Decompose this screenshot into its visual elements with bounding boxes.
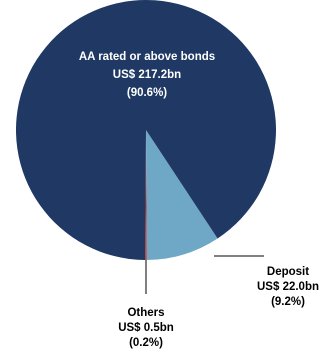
pie-slice-others bbox=[145, 130, 147, 261]
slice-label-others-name: Others bbox=[127, 307, 164, 319]
slice-label-deposit-value: US$ 22.0bn bbox=[257, 281, 319, 293]
slice-label-deposit-name: Deposit bbox=[267, 266, 309, 278]
pie-slice-deposit bbox=[146, 130, 218, 260]
pie-slice-aa bbox=[15, 0, 276, 261]
slice-label-deposit-pct: (9.2%) bbox=[271, 296, 305, 308]
slice-label-aa-value: US$ 217.2bn bbox=[113, 69, 181, 81]
slice-label-others-pct: (0.2%) bbox=[129, 337, 163, 349]
slice-label-others-value: US$ 0.5bn bbox=[118, 322, 174, 334]
slice-label-aa-name: AA rated or above bonds bbox=[79, 51, 215, 63]
slice-label-aa-pct: (90.6%) bbox=[127, 87, 167, 99]
pie-slices bbox=[15, 0, 276, 261]
